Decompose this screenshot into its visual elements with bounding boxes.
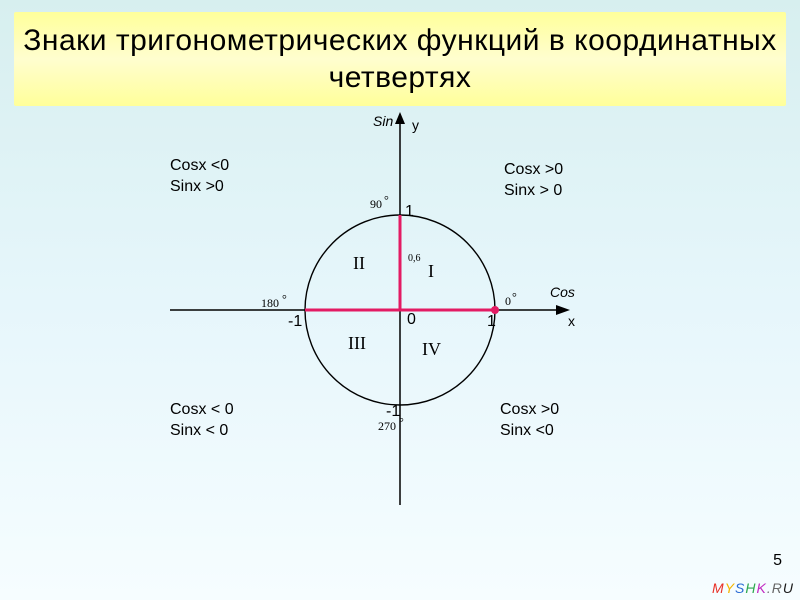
one-right-label: 1 xyxy=(487,312,496,333)
neg-one-bottom-label: -1 xyxy=(386,402,400,423)
q4-signs: Cosx >0 Sinx <0 xyxy=(500,400,559,442)
deg-180-sup: ° xyxy=(282,292,287,306)
cos-axis-label: Cos xyxy=(550,283,575,301)
quadrant-2-label: II xyxy=(353,252,365,275)
q2-sin-sign: Sinx >0 xyxy=(170,177,229,198)
deg-0-sup: ° xyxy=(512,290,517,304)
unit-circle-diagram: 0 ° 90 ° 180 ° 270 ° Sin y Cos x 0 1 -1 … xyxy=(130,110,690,530)
marker-0-6: 0,6 xyxy=(408,252,421,265)
q3-sin-sign: Sinx < 0 xyxy=(170,421,234,442)
wm-y: Y xyxy=(725,580,735,596)
quadrant-1-label: I xyxy=(428,260,434,283)
quadrant-4-label: IV xyxy=(422,338,441,361)
deg-180-label: 180 xyxy=(261,296,279,310)
y-axis-label: y xyxy=(412,116,419,134)
q4-sin-sign: Sinx <0 xyxy=(500,421,559,442)
quadrant-3-label: III xyxy=(348,332,366,355)
q1-signs: Cosx >0 Sinx > 0 xyxy=(504,160,563,202)
title-box: Знаки тригонометрических функций в коорд… xyxy=(14,12,786,106)
q1-sin-sign: Sinx > 0 xyxy=(504,181,563,202)
q2-signs: Cosx <0 Sinx >0 xyxy=(170,156,229,198)
watermark: MYSHK.RU xyxy=(712,580,794,596)
wm-h: H xyxy=(745,580,756,596)
wm-k: K xyxy=(757,580,767,596)
q3-signs: Cosx < 0 Sinx < 0 xyxy=(170,400,234,442)
q3-cos-sign: Cosx < 0 xyxy=(170,400,234,421)
q2-cos-sign: Cosx <0 xyxy=(170,156,229,177)
q4-cos-sign: Cosx >0 xyxy=(500,400,559,421)
q1-cos-sign: Cosx >0 xyxy=(504,160,563,181)
slide: Знаки тригонометрических функций в коорд… xyxy=(0,0,800,600)
deg-0-label: 0 xyxy=(505,294,511,308)
x-axis-label: x xyxy=(568,312,575,330)
wm-r: R xyxy=(772,580,783,596)
wm-u: U xyxy=(783,580,794,596)
y-axis-arrow-icon xyxy=(395,112,405,124)
sin-axis-label: Sin xyxy=(373,112,393,130)
deg-90-label: 90 xyxy=(370,197,382,211)
slide-title: Знаки тригонометрических функций в коорд… xyxy=(14,22,786,97)
deg-90-sup: ° xyxy=(384,193,389,207)
neg-one-left-label: -1 xyxy=(288,312,302,333)
one-top-label: 1 xyxy=(405,202,414,223)
page-number: 5 xyxy=(773,552,782,570)
wm-m: M xyxy=(712,580,725,596)
wm-s: S xyxy=(735,580,745,596)
origin-label: 0 xyxy=(407,310,416,331)
